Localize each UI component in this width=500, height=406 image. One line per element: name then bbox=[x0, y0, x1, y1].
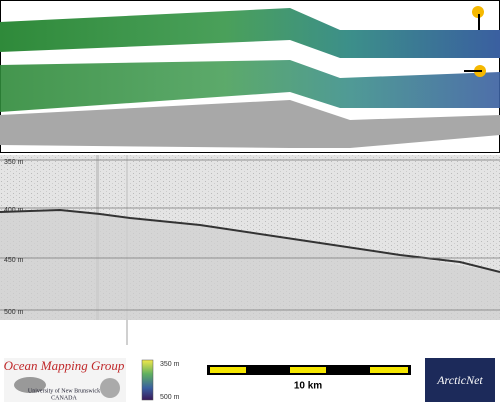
scale-label: 10 km bbox=[294, 381, 322, 392]
logo-image bbox=[100, 378, 120, 398]
depth-label: 350 m bbox=[4, 159, 24, 166]
depth-label: 500 m bbox=[4, 309, 24, 316]
scale-bar bbox=[207, 365, 411, 375]
colorbar-label: 350 m bbox=[160, 361, 180, 368]
partner-logo bbox=[425, 358, 495, 402]
subbottom bbox=[0, 210, 500, 320]
seafloor bbox=[0, 208, 500, 273]
logo-text: CANADA bbox=[51, 395, 77, 401]
logo-image bbox=[14, 377, 46, 393]
sidescan-swath bbox=[0, 100, 500, 148]
bathymetry-swath bbox=[0, 8, 500, 58]
logo-text: University of New Brunswick bbox=[28, 387, 100, 394]
backscatter-swath bbox=[0, 60, 500, 112]
colorbar-label: 500 m bbox=[160, 394, 180, 401]
logo-title: Ocean Mapping Group bbox=[4, 358, 125, 373]
sun-icon bbox=[472, 6, 484, 18]
depth-lines bbox=[0, 159, 500, 311]
colorbar bbox=[141, 359, 154, 401]
depth-label: 400 m bbox=[4, 207, 24, 214]
partner-name: ArcticNet bbox=[436, 373, 483, 387]
depth-label: 450 m bbox=[4, 257, 24, 264]
